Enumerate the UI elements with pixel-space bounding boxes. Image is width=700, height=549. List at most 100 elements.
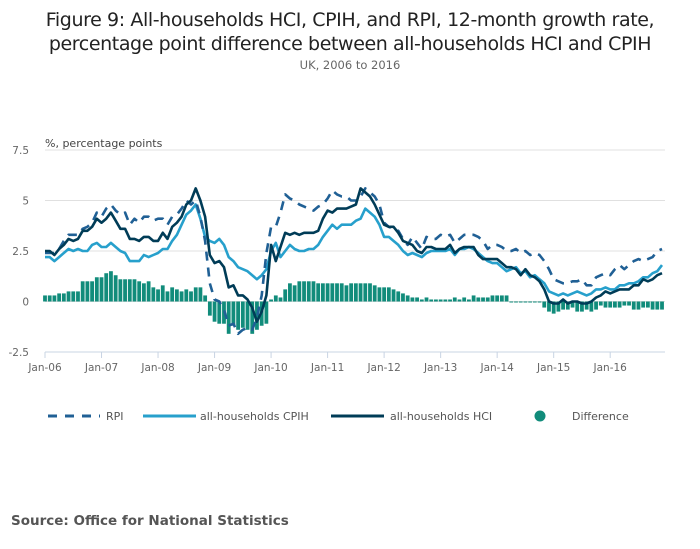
difference-bar xyxy=(584,301,589,310)
difference-bar xyxy=(613,301,617,308)
difference-bar xyxy=(396,291,401,302)
difference-bar xyxy=(532,301,537,303)
difference-bar xyxy=(184,289,189,302)
difference-bar xyxy=(288,283,292,302)
difference-bar xyxy=(57,293,62,302)
difference-bar xyxy=(641,301,646,308)
y-axis-unit-label: %, percentage points xyxy=(45,137,163,150)
legend-label: all-households CPIH xyxy=(200,410,309,423)
difference-bar xyxy=(255,301,259,330)
difference-bar xyxy=(142,283,146,302)
difference-bar xyxy=(434,299,438,302)
difference-bar xyxy=(429,299,434,302)
difference-bar xyxy=(109,271,113,302)
difference-bar xyxy=(542,301,547,308)
difference-bar xyxy=(537,301,542,303)
difference-bar xyxy=(575,301,580,312)
difference-bar xyxy=(160,285,165,302)
difference-bar xyxy=(617,301,622,308)
difference-bar xyxy=(598,301,603,306)
difference-bar xyxy=(377,287,382,302)
difference-bar xyxy=(405,295,410,302)
difference-bar xyxy=(245,301,250,330)
difference-bar xyxy=(273,295,278,302)
difference-bar xyxy=(344,285,349,302)
difference-bar xyxy=(608,301,613,308)
difference-bar xyxy=(490,295,495,302)
difference-bar xyxy=(476,297,481,302)
difference-bar xyxy=(570,301,575,308)
series-lines xyxy=(45,187,664,336)
difference-bar xyxy=(90,281,94,302)
difference-bar xyxy=(589,301,594,312)
difference-bar xyxy=(269,299,273,302)
difference-bar xyxy=(61,293,66,302)
difference-bar xyxy=(509,301,514,303)
x-tick-label: Jan-09 xyxy=(197,362,231,374)
difference-bar xyxy=(556,301,561,312)
difference-bar xyxy=(424,297,429,302)
y-tick-label: 7.5 xyxy=(12,145,29,157)
difference-bar xyxy=(297,281,302,302)
difference-bar xyxy=(71,291,76,302)
difference-bar xyxy=(353,283,358,302)
difference-bar xyxy=(372,285,377,302)
difference-bar xyxy=(207,301,212,316)
legend-item: Difference xyxy=(534,410,629,423)
difference-bar xyxy=(189,291,193,302)
difference-bar xyxy=(137,281,142,302)
legend-item: all-households CPIH xyxy=(143,410,309,423)
difference-bar xyxy=(462,297,467,302)
difference-bar xyxy=(339,283,344,302)
x-tick-label: Jan-13 xyxy=(423,362,457,374)
difference-bar xyxy=(250,301,255,334)
difference-bar xyxy=(481,297,485,302)
difference-bar xyxy=(650,301,655,310)
x-tick-label: Jan-06 xyxy=(27,362,62,374)
chart-title: Figure 9: All-households HCI, CPIH, and … xyxy=(0,8,700,56)
difference-bar xyxy=(645,301,650,308)
difference-bar xyxy=(127,279,132,302)
difference-bar xyxy=(594,301,598,310)
x-tick-label: Jan-08 xyxy=(140,362,174,374)
difference-bar xyxy=(452,297,457,302)
difference-bar xyxy=(132,279,137,302)
difference-bar xyxy=(528,301,533,303)
legend-label: RPI xyxy=(106,410,124,423)
difference-bar xyxy=(236,301,241,330)
difference-bar xyxy=(174,289,179,302)
difference-bar xyxy=(448,299,452,302)
difference-bar xyxy=(514,301,518,303)
x-tick-label: Jan-10 xyxy=(253,362,287,374)
y-tick-label: -2.5 xyxy=(9,347,30,359)
x-tick-label: Jan-07 xyxy=(84,362,118,374)
difference-bar xyxy=(580,301,584,312)
y-tick-label: 5 xyxy=(22,196,29,208)
difference-bar xyxy=(330,283,335,302)
difference-bar xyxy=(193,287,198,302)
difference-bar xyxy=(419,299,424,302)
difference-bar xyxy=(99,277,104,302)
difference-bar xyxy=(52,295,57,302)
difference-bar xyxy=(410,297,415,302)
difference-bar xyxy=(240,301,245,328)
difference-bar xyxy=(443,299,448,302)
difference-bar xyxy=(179,291,184,302)
difference-bar xyxy=(292,285,297,302)
x-tick-label: Jan-11 xyxy=(310,362,344,374)
difference-bar xyxy=(203,295,208,302)
legend-swatch-dot xyxy=(534,410,546,422)
difference-bar xyxy=(212,301,217,322)
difference-bar xyxy=(636,301,641,310)
difference-bar xyxy=(660,301,664,310)
difference-bar xyxy=(76,291,80,302)
difference-bar xyxy=(226,301,231,334)
difference-bar xyxy=(146,281,151,302)
x-tick-label: Jan-15 xyxy=(536,362,570,374)
difference-bar xyxy=(631,301,636,310)
difference-bar xyxy=(217,301,222,324)
difference-bar xyxy=(391,289,396,302)
difference-bar xyxy=(547,301,551,312)
difference-bar xyxy=(561,301,565,310)
difference-bar xyxy=(104,273,109,302)
